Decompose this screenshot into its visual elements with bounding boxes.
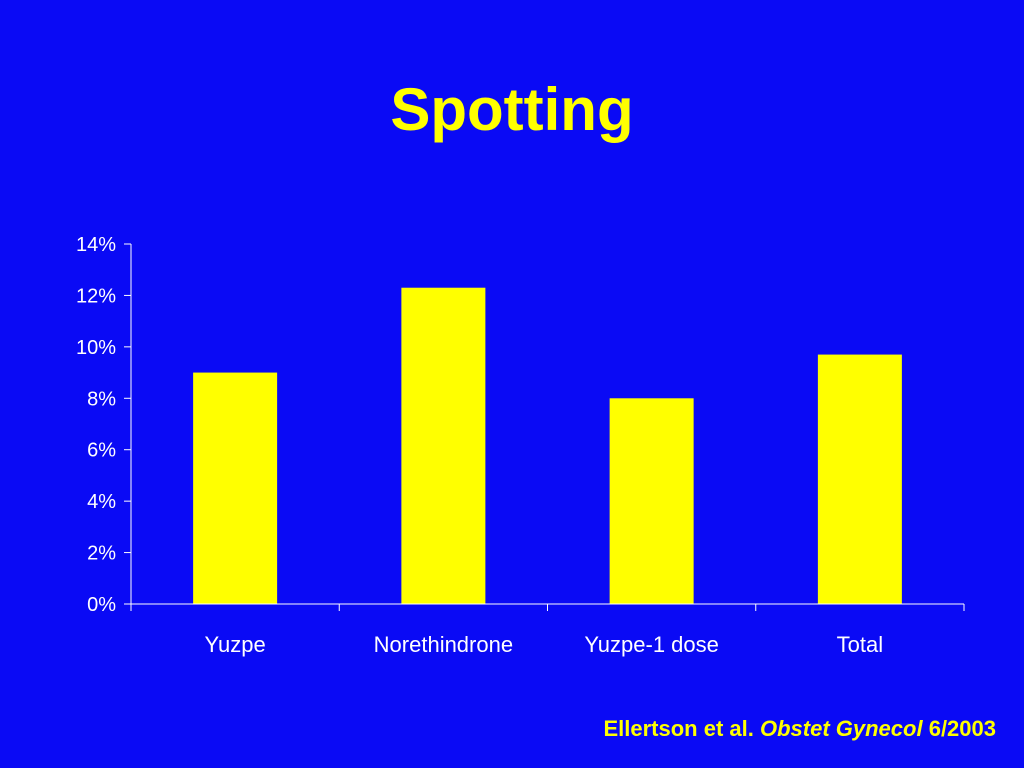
y-tick-label: 14% <box>76 234 116 256</box>
citation: Ellertson et al. Obstet Gynecol 6/2003 <box>603 714 996 744</box>
y-tick-label: 8% <box>87 388 116 410</box>
y-axis-ticks <box>124 243 131 605</box>
x-category-label: Yuzpe <box>205 632 266 657</box>
y-tick-label: 6% <box>87 440 116 462</box>
citation-date: 6/2003 <box>928 716 996 741</box>
y-tick-label: 2% <box>87 543 116 565</box>
x-category-label: Norethindrone <box>374 632 513 657</box>
axes <box>130 244 964 605</box>
x-axis-ticks <box>130 604 965 611</box>
citation-authors: Ellertson et al. <box>603 716 754 741</box>
x-axis-category-labels: Yuzpe Norethindrone Yuzpe-1 dose Total <box>205 632 884 657</box>
x-category-label: Yuzpe-1 dose <box>584 632 719 657</box>
y-tick-label: 10% <box>76 337 116 359</box>
bar <box>817 354 902 604</box>
bar <box>609 398 694 604</box>
y-tick-label: 4% <box>87 491 116 513</box>
bars <box>193 287 902 604</box>
x-category-label: Total <box>837 632 883 657</box>
y-axis-tick-labels: 0% 2% 4% 6% 8% 10% 12% 14% <box>76 234 116 616</box>
slide-title: Spotting <box>390 76 634 143</box>
bar <box>401 287 486 604</box>
citation-journal: Obstet Gynecol <box>759 716 923 741</box>
y-tick-label: 12% <box>76 285 116 307</box>
y-tick-label: 0% <box>87 594 116 616</box>
bar <box>193 372 278 604</box>
